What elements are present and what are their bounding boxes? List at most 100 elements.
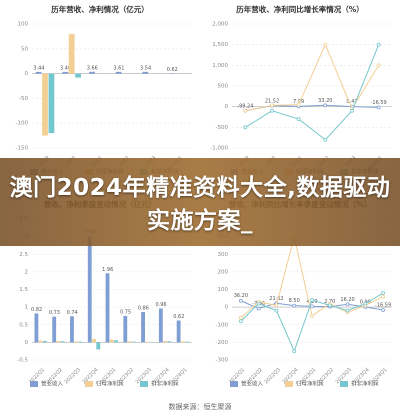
legend-label: 扣非净利润 xyxy=(151,380,179,388)
bar xyxy=(56,340,61,343)
value-label: 16.20 xyxy=(340,297,354,303)
point xyxy=(274,308,279,313)
point xyxy=(363,301,368,306)
y-tick-label: 200 xyxy=(218,269,229,275)
point xyxy=(292,349,297,354)
y-tick-label: 2.5 xyxy=(19,252,28,258)
line xyxy=(245,104,379,112)
y-tick-label: 1,500 xyxy=(212,42,228,48)
overlay-title: 澳门2024年精准资料大全,数据驱动实施方案_ xyxy=(9,175,391,234)
legend-swatch xyxy=(85,381,93,387)
bar xyxy=(62,71,69,74)
point xyxy=(323,103,328,108)
point xyxy=(310,314,314,318)
point xyxy=(243,125,248,130)
bar xyxy=(158,308,163,343)
value-label: 0.47 xyxy=(346,99,357,105)
value-label: 3.54 xyxy=(140,65,151,71)
value-label: 7.99 xyxy=(293,99,304,105)
value-label: 8.50 xyxy=(289,298,300,304)
bar xyxy=(38,340,43,343)
point xyxy=(256,306,261,311)
value-label: 33.20 xyxy=(318,98,332,104)
bar xyxy=(92,338,96,343)
legend-label: 营业收入 xyxy=(41,380,64,388)
bar xyxy=(87,236,92,343)
y-tick-label: 500 xyxy=(218,84,229,90)
legend-swatch xyxy=(340,381,348,387)
bar xyxy=(52,316,57,343)
y-tick-label: -150 xyxy=(16,146,29,152)
y-tick-label: 1.5 xyxy=(19,287,28,293)
point xyxy=(274,303,279,308)
chart-title: 历年营收、净利同比增长率情况（%） xyxy=(236,4,364,14)
point xyxy=(270,108,274,113)
line xyxy=(245,44,380,141)
bar xyxy=(60,341,65,343)
x-tick-label: 2022Q3 xyxy=(263,367,281,385)
y-tick-label: -200 xyxy=(216,340,229,346)
bar xyxy=(34,313,39,343)
bar xyxy=(127,341,132,343)
value-label: 21.52 xyxy=(265,98,279,104)
y-tick-label: 0 xyxy=(225,305,229,311)
point xyxy=(350,108,354,113)
y-tick-label: 100 xyxy=(18,22,29,28)
bar xyxy=(131,341,136,343)
point xyxy=(310,304,314,309)
value-label: -99.24 xyxy=(237,103,253,109)
bar xyxy=(114,340,118,343)
legend-label: 归母净利润 xyxy=(296,380,324,388)
bar xyxy=(163,340,168,343)
legend-label: 营业收入 xyxy=(241,380,264,388)
point xyxy=(310,298,314,302)
bar xyxy=(105,273,110,343)
value-label: 0.86 xyxy=(138,306,149,312)
value-label: 21.62 xyxy=(269,296,283,302)
bar xyxy=(167,341,172,343)
bar xyxy=(75,73,81,78)
legend-label: 扣非净利润 xyxy=(351,380,379,388)
point xyxy=(376,105,381,110)
y-tick-label: -500 xyxy=(216,125,229,131)
y-tick-label: 0 xyxy=(225,104,229,110)
value-label: 0.82 xyxy=(31,307,42,313)
y-tick-label: -50 xyxy=(19,96,28,102)
y-tick-label: -300 xyxy=(216,358,229,364)
y-tick-label: 0.5 xyxy=(19,322,28,328)
bar xyxy=(43,340,47,343)
point xyxy=(296,117,301,121)
y-tick-label: -100 xyxy=(216,322,229,328)
value-label: 3.61 xyxy=(113,65,124,71)
value-label: -16.59 xyxy=(375,303,391,309)
value-label: 3.44 xyxy=(33,65,44,71)
y-tick-label: 1 xyxy=(25,305,29,311)
legend-label: 归母净利润 xyxy=(96,380,124,388)
point xyxy=(381,308,386,312)
value-label: 0.73 xyxy=(49,310,60,316)
legend-swatch xyxy=(285,381,293,387)
point xyxy=(238,315,243,320)
point xyxy=(243,108,248,113)
value-label: 1.96 xyxy=(102,267,113,273)
y-tick-label: 0 xyxy=(25,340,29,346)
bar xyxy=(35,71,42,74)
bar xyxy=(180,341,185,343)
bar xyxy=(142,71,149,74)
y-tick-label: -1,000 xyxy=(210,146,228,152)
point xyxy=(376,63,381,68)
bar xyxy=(70,316,74,343)
bar xyxy=(68,33,75,74)
point xyxy=(323,42,328,47)
value-label: 3.46 xyxy=(60,65,71,71)
bar xyxy=(123,315,128,343)
point xyxy=(381,291,386,295)
point xyxy=(381,294,386,299)
point xyxy=(345,302,350,307)
point xyxy=(296,102,301,107)
bar xyxy=(145,341,150,343)
value-label: 0.75 xyxy=(120,309,131,315)
bar xyxy=(109,339,114,343)
value-label: 0.62 xyxy=(167,67,178,73)
